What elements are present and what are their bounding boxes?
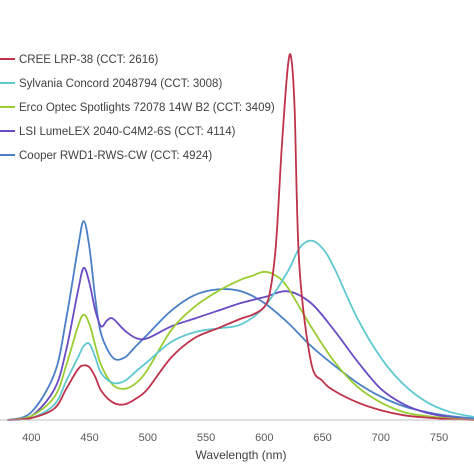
x-tick-label: 600 (255, 432, 273, 444)
x-tick-label: 750 (430, 432, 448, 444)
x-axis-title: Wavelength (nm) (196, 448, 287, 462)
x-tick-label: 500 (139, 432, 157, 444)
x-tick-label: 400 (22, 432, 40, 444)
legend: CREE LRP-38 (CCT: 2616) Sylvania Concord … (0, 54, 275, 162)
x-tick-labels: 400 450 500 550 600 650 700 750 (22, 432, 448, 444)
x-tick-label: 650 (313, 432, 331, 444)
legend-label: Sylvania Concord 2048794 (CCT: 3008) (19, 78, 222, 90)
series-line-2 (7, 239, 474, 421)
x-tick-label: 550 (197, 432, 215, 444)
x-tick-label: 450 (80, 432, 98, 444)
legend-label: Cooper RWD1-RWS-CW (CCT: 4924) (19, 150, 212, 162)
x-tick-label: 700 (372, 432, 390, 444)
legend-label: CREE LRP-38 (CCT: 2616) (19, 54, 158, 66)
series-line-5 (7, 220, 474, 421)
series-line-1 (7, 53, 474, 421)
series-line-4 (7, 266, 474, 421)
legend-label: Erco Optec Spotlights 72078 14W B2 (CCT:… (19, 102, 275, 114)
series-layer (7, 53, 474, 421)
series-line-3 (7, 270, 474, 421)
legend-label: LSI LumeLEX 2040-C4M2-6S (CCT: 4114) (19, 126, 236, 138)
